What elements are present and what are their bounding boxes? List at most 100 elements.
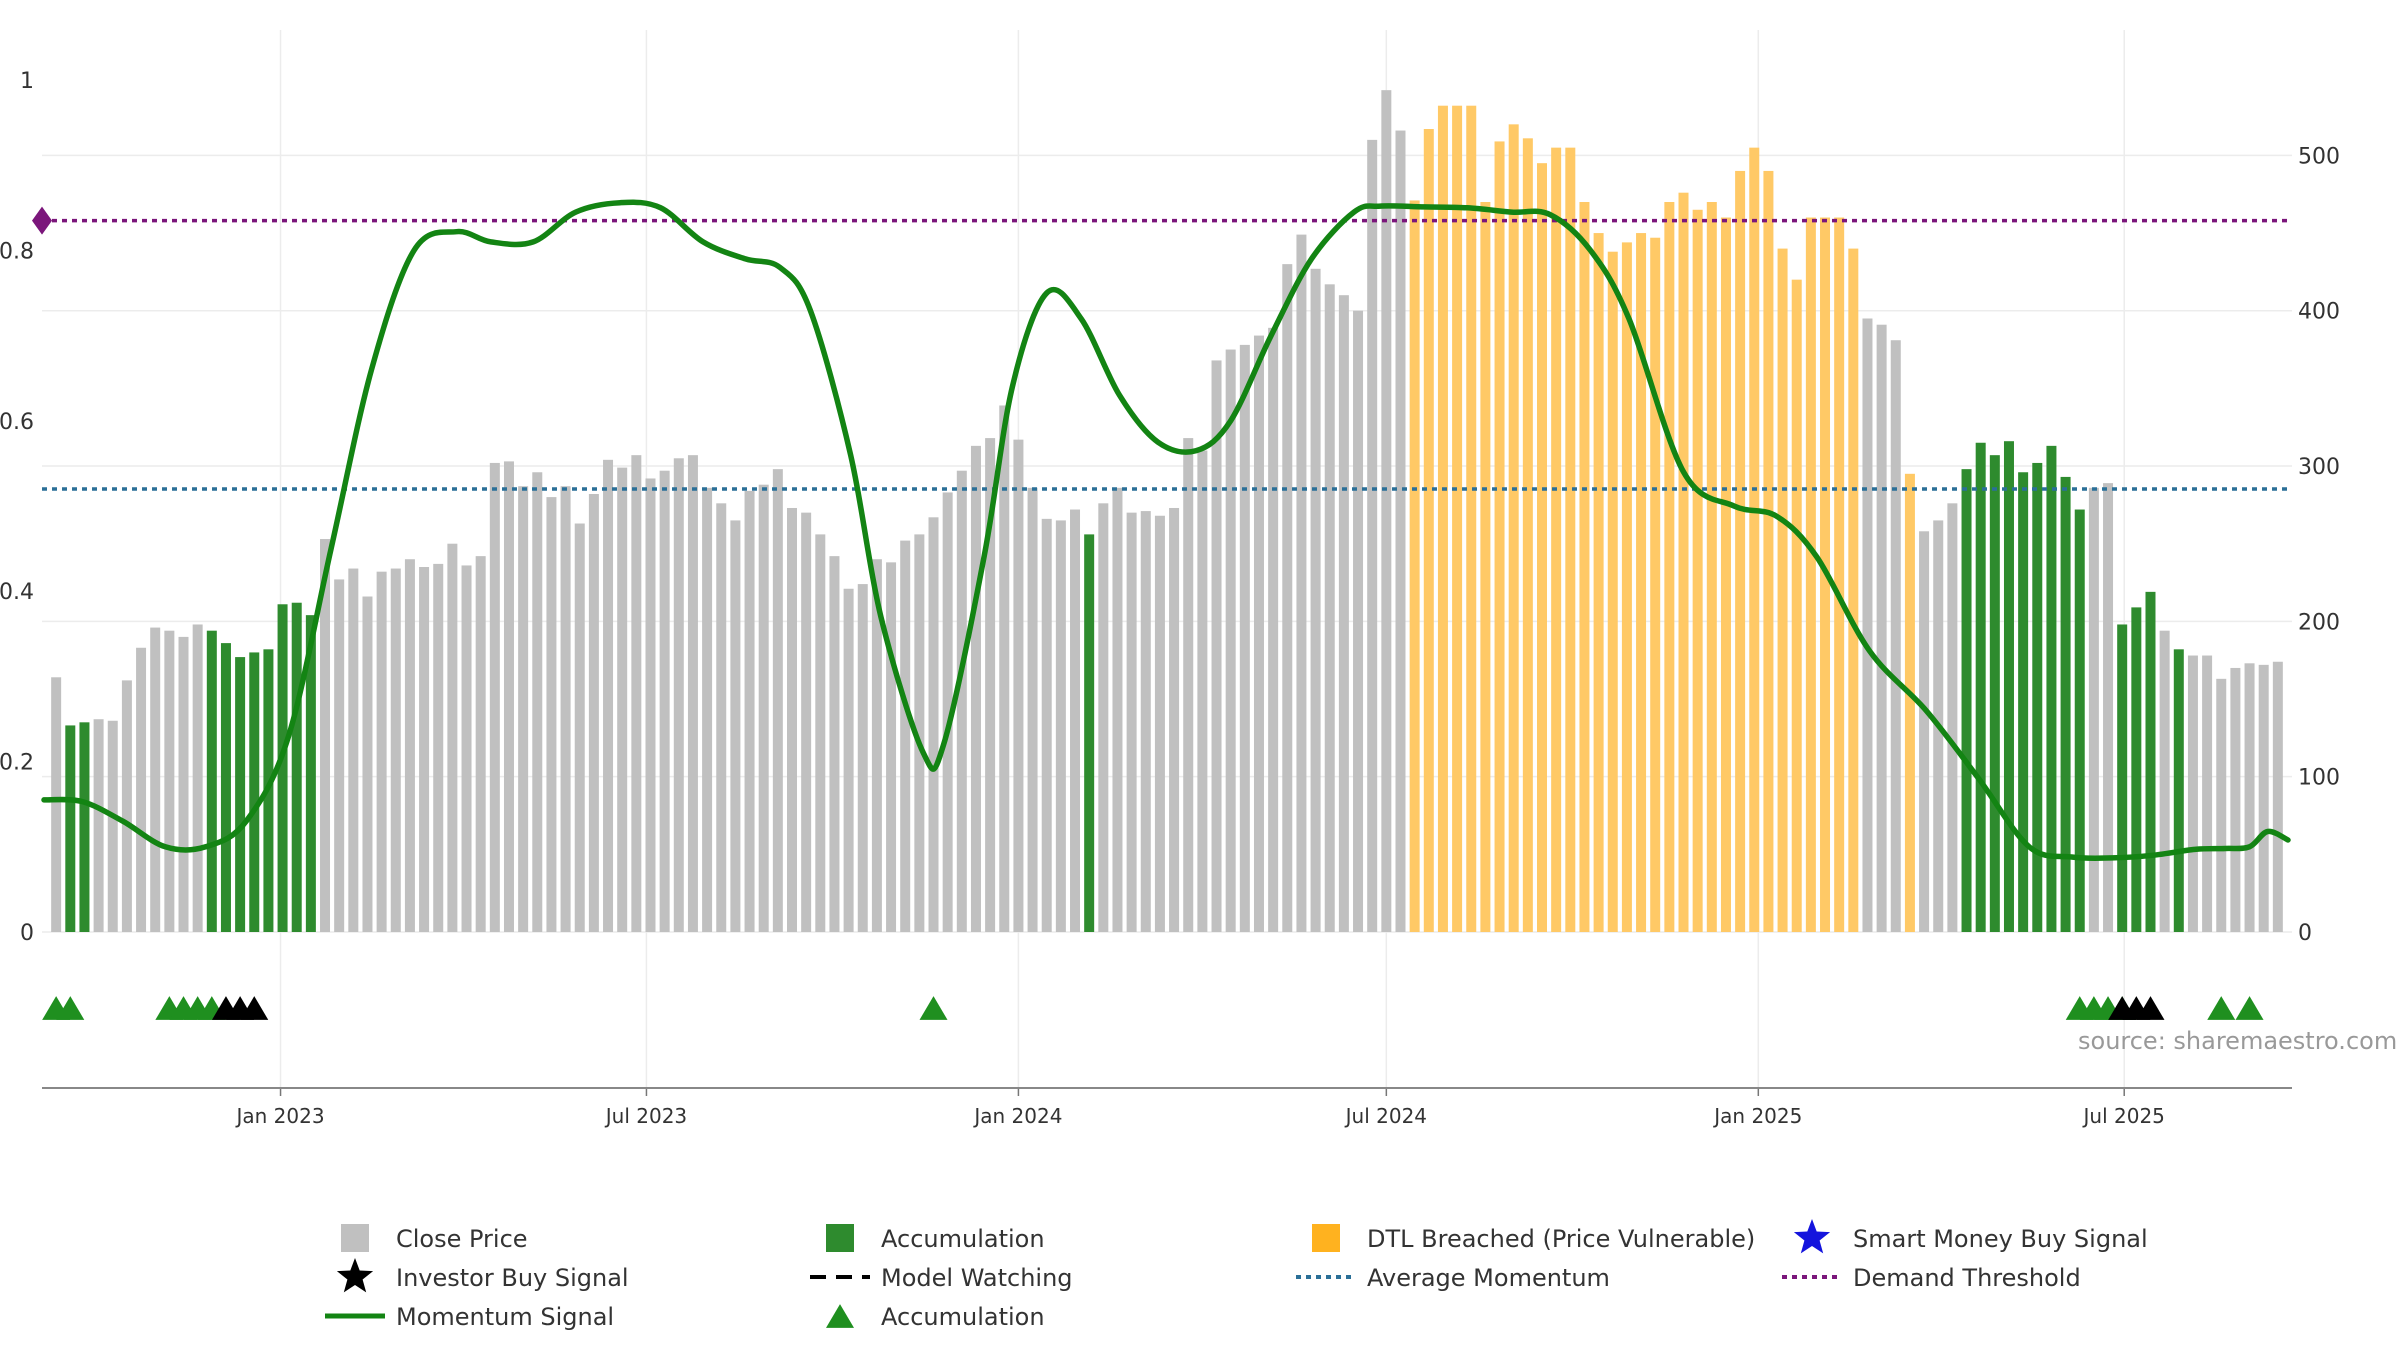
dtl-breached-bar <box>1579 202 1590 932</box>
dtl-breached-bar <box>1551 147 1562 932</box>
close-price-bar <box>1253 335 1264 932</box>
close-price-bar <box>871 559 882 932</box>
close-price-bar <box>348 568 359 932</box>
close-price-bar <box>192 624 203 932</box>
legend: Close Price Accumulation DTL Breached (Pri… <box>325 1219 2148 1331</box>
close-price-bar <box>419 567 430 932</box>
accumulation-bar <box>2131 607 2142 932</box>
close-price-bar <box>787 507 797 932</box>
close-price-bar <box>1041 518 1052 932</box>
reference-lines <box>32 206 2292 491</box>
right-tick-label: 500 <box>2298 144 2340 169</box>
dtl-breached-bar <box>1565 147 1576 932</box>
close-price-bar <box>588 494 599 932</box>
legend-label: Average Momentum <box>1367 1264 1610 1292</box>
dtl-breached-bar <box>1466 105 1477 932</box>
close-price-bar <box>518 486 529 932</box>
accumulation-bar <box>2018 472 2029 932</box>
accumulation-bar <box>220 643 231 932</box>
close-price-bar <box>1055 520 1066 932</box>
dtl-breached-bar <box>1522 138 1533 932</box>
close-price-bar <box>489 462 500 932</box>
legend-label: Accumulation <box>881 1303 1045 1331</box>
accumulation-bar <box>2117 624 2128 932</box>
close-price-bar <box>928 517 939 932</box>
accumulation-bar <box>2046 445 2057 932</box>
dtl-breached-bar <box>1621 242 1632 932</box>
close-price-bar <box>121 680 132 932</box>
dtl-breached-bar <box>1508 124 1519 932</box>
legend-label: Model Watching <box>881 1264 1073 1292</box>
close-price-bar <box>1947 503 1958 932</box>
dtl-breached-bar <box>1720 217 1731 932</box>
accumulation-bar <box>277 604 288 932</box>
accumulation-triangle <box>56 996 85 1020</box>
dtl-breached-bar <box>1494 141 1505 932</box>
accumulation-bar <box>2074 509 2085 932</box>
close-price-bar <box>815 534 826 932</box>
legend-label: Close Price <box>396 1225 528 1253</box>
legend-label: Investor Buy Signal <box>396 1264 629 1292</box>
close-price-bar <box>1862 318 1873 932</box>
dtl-breached-bar <box>1791 279 1802 933</box>
close-price-bar <box>1013 439 1024 932</box>
close-price-bar <box>617 467 628 932</box>
legend-label: DTL Breached (Price Vulnerable) <box>1367 1225 1755 1253</box>
dtl-breached-bar <box>1805 217 1816 932</box>
accumulation-bar <box>1084 534 1095 932</box>
accumulation-bar <box>2173 649 2184 932</box>
close-price-bar <box>2230 667 2241 932</box>
close-price-bar <box>1169 507 1180 932</box>
left-tick-label: 0.6 <box>0 410 34 435</box>
accumulation-bar <box>2060 476 2071 932</box>
close-price-bar <box>886 562 897 932</box>
close-price-bar <box>136 647 147 932</box>
close-price-bar <box>1140 511 1151 932</box>
close-price-bar <box>758 484 769 932</box>
accumulation-bar <box>2003 441 2014 932</box>
accumulation-bar <box>65 725 76 932</box>
right-tick-label: 300 <box>2298 455 2340 480</box>
legend-item: Average Momentum <box>1296 1264 1610 1292</box>
close-price-bar <box>970 445 981 932</box>
accumulation-bar <box>305 615 316 932</box>
dtl-breached-bar <box>1834 217 1845 932</box>
dtl-breached-bar <box>1848 248 1859 932</box>
close-price-bar <box>93 719 104 932</box>
close-price-bar <box>956 470 967 932</box>
close-price-bar <box>772 469 783 932</box>
close-price-bar <box>461 565 472 932</box>
x-tick-label: Jan 2023 <box>234 1104 324 1128</box>
close-price-bar <box>390 568 401 932</box>
accumulation-bar <box>2145 591 2156 932</box>
close-price-bar <box>914 534 925 932</box>
close-price-bar <box>1296 234 1307 933</box>
close-price-bar <box>2202 655 2213 932</box>
close-price-bar <box>1197 450 1208 932</box>
legend-item: Investor Buy Signal <box>336 1258 629 1293</box>
close-price-bar <box>1027 487 1038 932</box>
close-price-bar <box>1381 90 1392 932</box>
close-price-bar <box>1070 509 1081 932</box>
dtl-breached-bar <box>1692 209 1703 932</box>
accumulation-bar <box>2032 462 2043 932</box>
close-price-bar <box>631 455 642 932</box>
close-price-bar <box>2187 655 2198 932</box>
dtl-breached-bar <box>1480 202 1491 932</box>
close-price-bar <box>801 512 812 932</box>
close-price-bar <box>320 539 331 932</box>
accumulation-bar <box>1961 469 1972 932</box>
close-price-bar <box>2272 661 2283 932</box>
close-price-bar <box>1112 487 1123 932</box>
close-price-bar <box>164 630 175 932</box>
close-price-bar <box>603 459 614 932</box>
close-price-bar <box>1098 503 1109 932</box>
close-price-bar <box>1367 139 1378 933</box>
close-price-bar <box>404 559 415 932</box>
right-tick-label: 0 <box>2298 921 2312 946</box>
close-price-bar <box>1324 284 1335 932</box>
accumulation-triangle <box>919 996 948 1020</box>
close-price-bar <box>107 720 118 932</box>
close-price-bar <box>2258 664 2269 932</box>
close-price-bar <box>1310 268 1321 932</box>
